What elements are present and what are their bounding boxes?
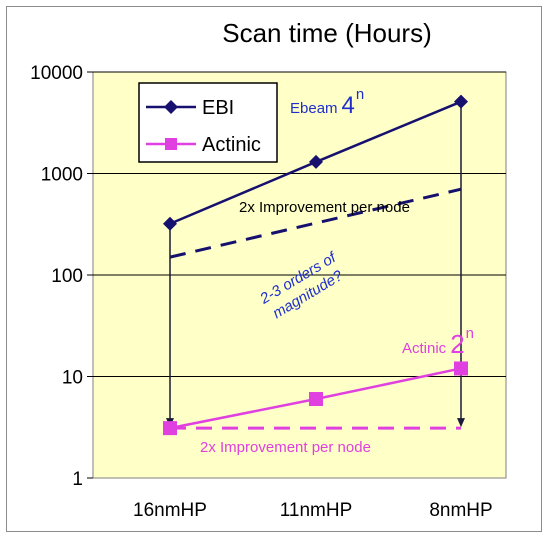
gridlines xyxy=(93,71,506,377)
point-actinic-11nmHP xyxy=(309,392,323,407)
ebeam-base-text: Ebeam xyxy=(290,100,338,117)
actinic-exponent-text: n xyxy=(466,325,474,342)
reference-line-0 xyxy=(169,187,462,259)
legend-actinic-label: Actinic xyxy=(202,134,261,156)
ebeam-exponent-text: n xyxy=(356,86,364,103)
point-ebi-16nmHP xyxy=(163,216,177,231)
legend-ebi-label: EBI xyxy=(202,97,234,119)
y-tick-label-10: 10 xyxy=(62,368,83,389)
point-ebi-11nmHP xyxy=(309,154,323,169)
drop-arrow-head-1 xyxy=(457,418,465,428)
actinic-annotation: Actinic 2n xyxy=(402,325,474,359)
y-axis-ticks: 1 10 100 1000 10000 xyxy=(30,63,93,490)
point-actinic-8nmHP xyxy=(454,361,468,376)
legend-box xyxy=(138,82,278,163)
y-tick-label-1: 1 xyxy=(72,469,83,490)
actinic-base-text: Actinic xyxy=(402,340,447,357)
reference-lines xyxy=(169,187,462,430)
legend: EBI Actinic xyxy=(138,82,278,163)
point-ebi-8nmHP xyxy=(454,94,468,109)
ebeam-main-text: 4 xyxy=(342,92,355,119)
series-group xyxy=(163,94,468,436)
y-tick-label-10000: 10000 xyxy=(30,63,83,84)
ebeam-annotation: Ebeam 4n xyxy=(290,86,364,119)
actinic-main-text: 2 xyxy=(450,329,464,359)
ebi-improvement-label: 2x Improvement per node xyxy=(239,199,410,216)
point-actinic-16nmHP xyxy=(163,421,177,436)
legend-ebi-marker xyxy=(164,100,178,114)
x-tick-label-16nmHP: 16nmHP xyxy=(133,500,207,521)
chart-title: Scan time (Hours) xyxy=(222,18,432,48)
x-tick-label-8nmHP: 8nmHP xyxy=(429,500,492,521)
actinic-improvement-label: 2x Improvement per node xyxy=(200,439,371,456)
legend-actinic-marker xyxy=(165,138,177,150)
x-tick-label-11nmHP: 11nmHP xyxy=(280,500,353,521)
x-axis-ticks: 16nmHP 11nmHP 8nmHP xyxy=(133,500,493,521)
y-tick-label-1000: 1000 xyxy=(41,165,83,186)
y-tick-label-100: 100 xyxy=(51,266,83,287)
